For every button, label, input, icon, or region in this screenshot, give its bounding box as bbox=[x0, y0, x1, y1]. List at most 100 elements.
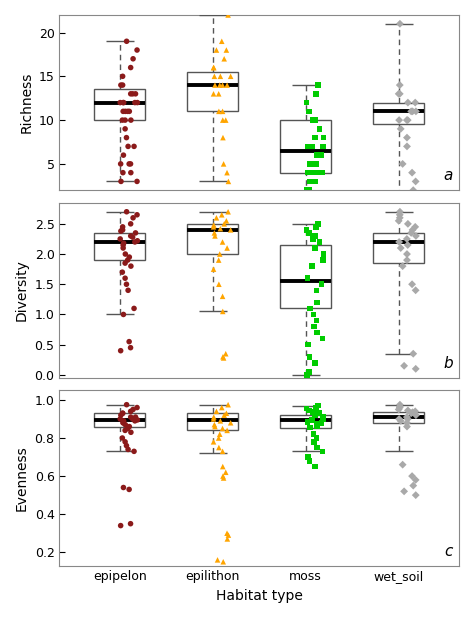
Point bbox=[216, 430, 224, 439]
Point bbox=[225, 177, 232, 187]
Point bbox=[126, 106, 133, 116]
Point bbox=[219, 292, 227, 302]
Point bbox=[304, 142, 311, 151]
Point bbox=[319, 133, 327, 143]
Point bbox=[408, 279, 416, 289]
Point bbox=[211, 231, 219, 241]
Point bbox=[310, 167, 318, 177]
Bar bbox=[187, 72, 238, 111]
Point bbox=[213, 213, 220, 222]
Point bbox=[308, 142, 316, 151]
Point bbox=[121, 258, 129, 268]
Point bbox=[306, 456, 313, 466]
Point bbox=[313, 167, 321, 177]
Point bbox=[312, 159, 320, 169]
Point bbox=[403, 421, 411, 431]
Point bbox=[121, 437, 129, 447]
Point bbox=[123, 36, 130, 46]
Point bbox=[306, 177, 313, 187]
Point bbox=[215, 433, 222, 443]
Point bbox=[124, 106, 131, 116]
Point bbox=[121, 249, 129, 259]
Point bbox=[118, 115, 126, 125]
Point bbox=[134, 98, 141, 108]
Point bbox=[319, 446, 326, 456]
Point bbox=[219, 462, 227, 472]
Point bbox=[395, 237, 403, 247]
Point bbox=[220, 54, 228, 64]
Point bbox=[133, 45, 141, 55]
Point bbox=[314, 219, 322, 229]
Point bbox=[316, 408, 323, 418]
Point bbox=[220, 353, 228, 363]
Point bbox=[313, 328, 321, 337]
Point bbox=[313, 297, 321, 307]
Point bbox=[316, 124, 323, 134]
Point bbox=[399, 159, 406, 169]
Text: a: a bbox=[444, 168, 453, 183]
Point bbox=[223, 167, 231, 177]
Point bbox=[311, 462, 319, 472]
Point bbox=[224, 400, 232, 410]
Point bbox=[404, 219, 412, 229]
Point bbox=[120, 238, 128, 248]
Point bbox=[117, 177, 125, 187]
Point bbox=[313, 442, 321, 452]
Point bbox=[129, 232, 137, 242]
Point bbox=[219, 307, 227, 316]
Point bbox=[305, 106, 313, 116]
Point bbox=[308, 261, 316, 271]
Point bbox=[129, 414, 137, 424]
Point bbox=[312, 402, 320, 412]
Point bbox=[119, 418, 127, 428]
Point bbox=[220, 473, 228, 483]
Point bbox=[119, 167, 127, 177]
Point bbox=[131, 237, 139, 247]
Point bbox=[210, 437, 217, 447]
Point bbox=[125, 159, 133, 169]
Point bbox=[217, 224, 224, 234]
Point bbox=[124, 423, 131, 433]
Point bbox=[223, 425, 231, 435]
Point bbox=[412, 490, 419, 500]
Point bbox=[397, 416, 404, 426]
Point bbox=[318, 418, 325, 428]
Point bbox=[407, 106, 415, 116]
Point bbox=[316, 237, 323, 247]
Point bbox=[306, 423, 314, 433]
Point bbox=[412, 106, 419, 116]
Point bbox=[396, 402, 403, 412]
Point bbox=[127, 115, 135, 125]
Point bbox=[210, 222, 217, 232]
Point bbox=[127, 231, 135, 241]
Point bbox=[396, 207, 404, 217]
Point bbox=[224, 207, 232, 217]
Point bbox=[411, 222, 419, 232]
Point bbox=[401, 190, 408, 200]
Point bbox=[214, 555, 221, 565]
Point bbox=[409, 106, 416, 116]
Point bbox=[117, 520, 125, 530]
Point bbox=[227, 225, 235, 235]
Point bbox=[117, 234, 124, 244]
Point bbox=[403, 255, 411, 265]
Point bbox=[318, 150, 325, 160]
Point bbox=[220, 410, 228, 420]
Point bbox=[129, 54, 137, 64]
Point bbox=[401, 361, 408, 371]
Point bbox=[410, 481, 417, 491]
Point bbox=[310, 310, 318, 320]
Point bbox=[403, 133, 411, 143]
Point bbox=[311, 410, 319, 420]
Point bbox=[120, 416, 128, 426]
Point bbox=[127, 167, 135, 177]
Point bbox=[318, 279, 325, 289]
Point bbox=[127, 519, 134, 528]
Point bbox=[312, 316, 320, 326]
Point bbox=[312, 89, 320, 99]
Point bbox=[121, 115, 129, 125]
Point bbox=[119, 483, 127, 493]
Point bbox=[311, 115, 319, 125]
Point bbox=[310, 407, 317, 417]
X-axis label: Habitat type: Habitat type bbox=[216, 589, 302, 603]
